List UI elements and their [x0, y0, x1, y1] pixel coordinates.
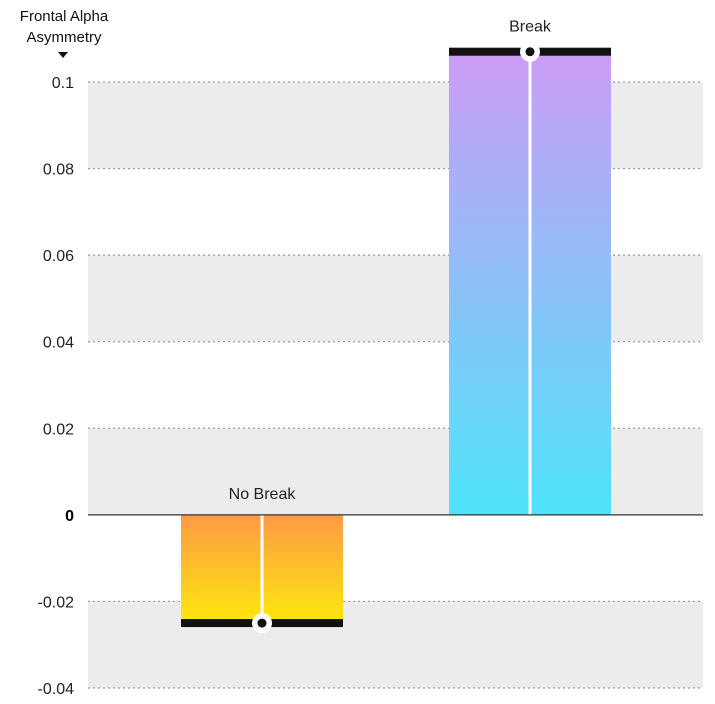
y-tick-label: 0.06 [43, 248, 74, 265]
y-tick-label: 0 [65, 508, 74, 525]
background-band [88, 601, 703, 688]
category-label: No Break [229, 486, 297, 503]
category-label: Break [509, 19, 552, 36]
y-axis-ticks: 0.1 0.08 0.06 0.04 0.02 0 -0.02 -0.04 [38, 75, 75, 698]
bar-value-marker-dot [525, 47, 535, 57]
bars: No Break Break [181, 19, 611, 634]
bar-value-marker-dot [257, 618, 267, 628]
y-axis-title: Frontal Alpha Asymmetry [19, 8, 109, 46]
y-tick-label: 0.04 [43, 335, 74, 352]
y-tick-label: 0.08 [43, 162, 74, 179]
y-axis-arrow-icon [58, 52, 68, 58]
y-tick-label: -0.02 [38, 594, 75, 611]
y-tick-label: -0.04 [38, 681, 75, 698]
y-tick-label: 0.02 [43, 421, 74, 438]
y-tick-label: 0.1 [52, 75, 74, 92]
